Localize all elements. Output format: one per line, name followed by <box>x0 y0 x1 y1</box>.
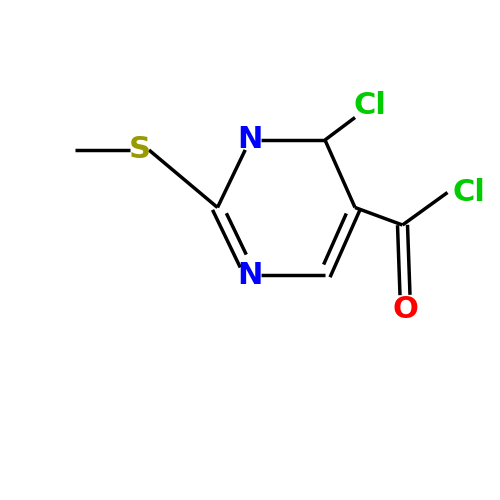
Text: O: O <box>392 294 418 324</box>
Text: Cl: Cl <box>354 90 386 120</box>
Text: S: S <box>129 136 151 164</box>
Text: Cl: Cl <box>452 178 486 207</box>
Text: N: N <box>238 260 262 290</box>
Text: N: N <box>238 126 262 154</box>
